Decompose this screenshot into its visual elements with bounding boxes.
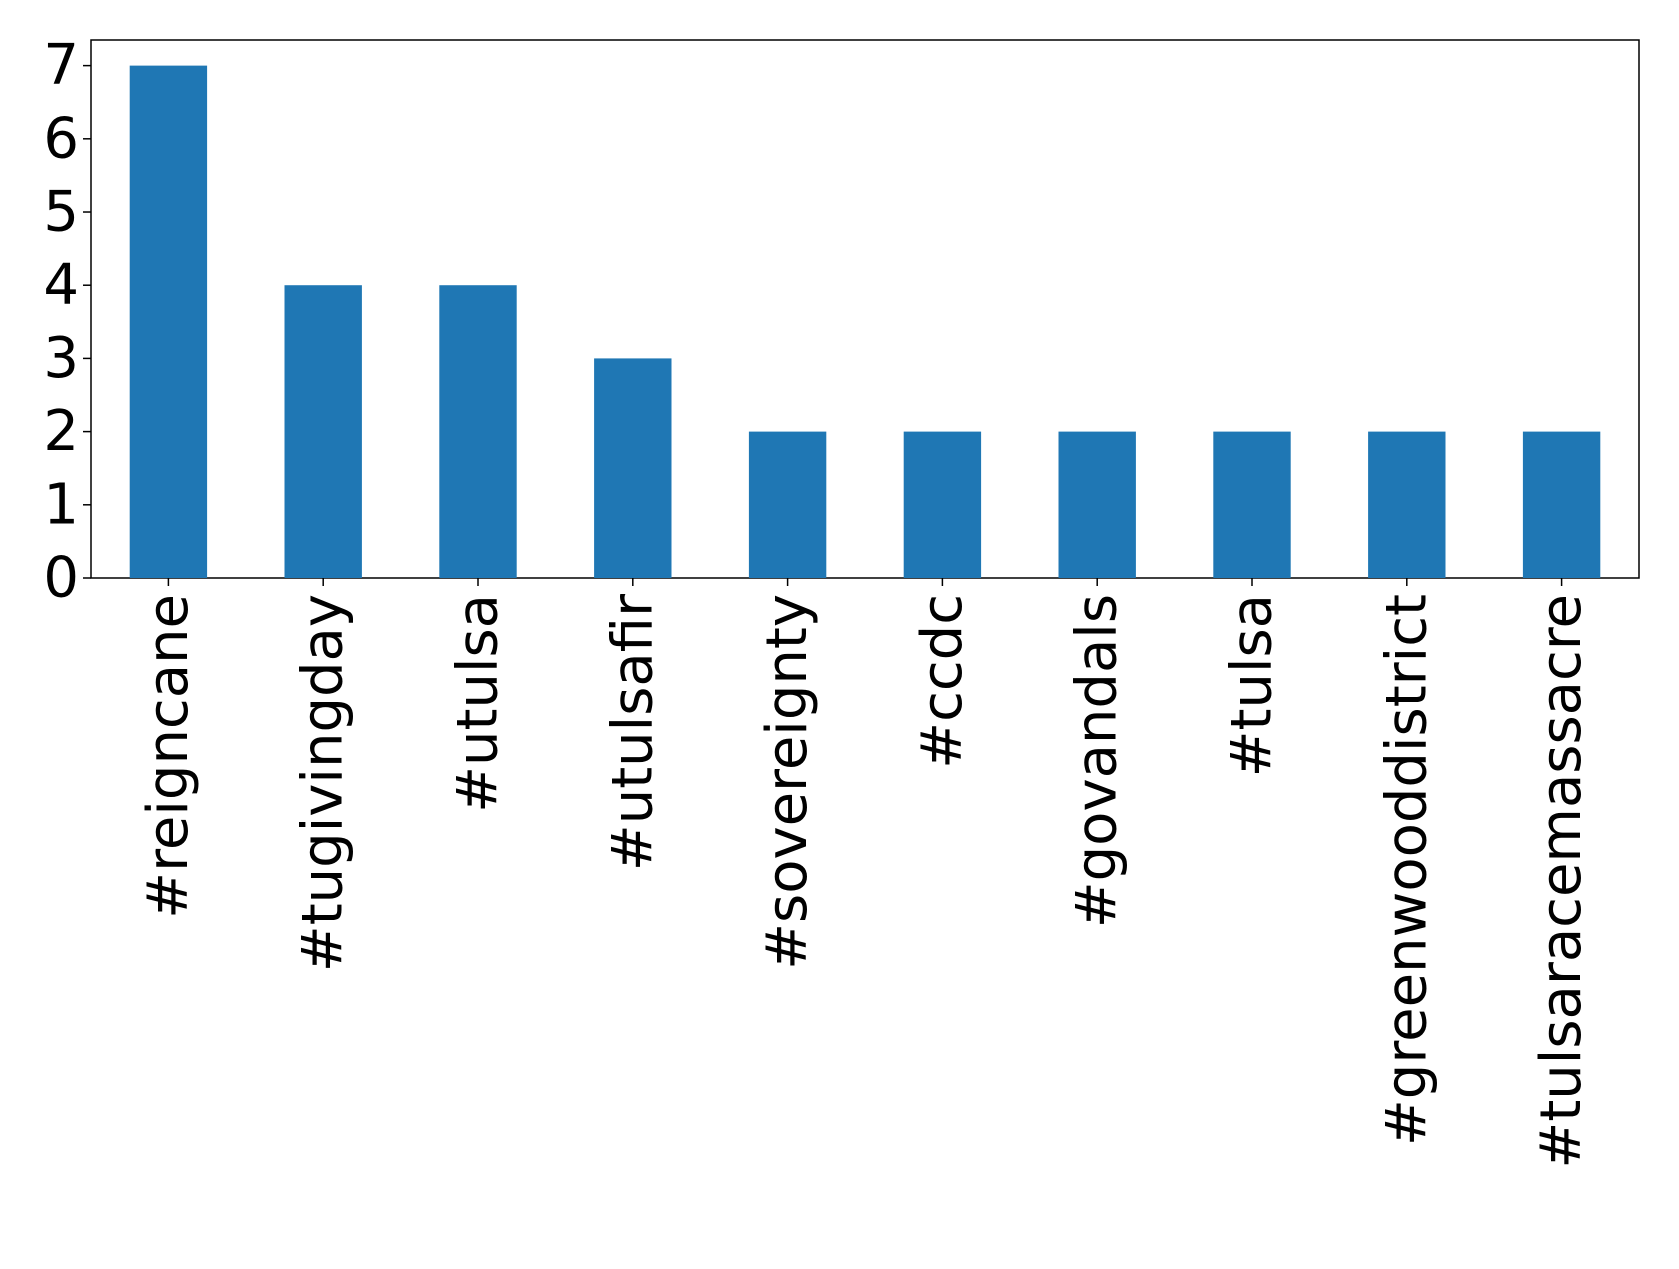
- bar: [129, 65, 208, 579]
- x-tick-label: #govandals: [1065, 594, 1130, 928]
- y-tick-label: 6: [43, 106, 79, 171]
- x-tick-label: #tulsa: [1220, 594, 1285, 777]
- bar: [439, 285, 517, 578]
- x-tick-label: #tugivingday: [291, 594, 356, 972]
- bar: [1058, 431, 1136, 578]
- bar: [1368, 431, 1446, 578]
- bar: [748, 431, 827, 578]
- x-tick-label: #greenwooddistrict: [1374, 594, 1439, 1146]
- x-tick-label: #utulsa: [446, 594, 511, 813]
- y-tick-label: 7: [43, 33, 79, 98]
- x-tick-label: #sovereignty: [755, 594, 820, 970]
- bar: [903, 431, 982, 578]
- y-tick-label: 3: [43, 326, 79, 391]
- x-tick-label: #utulsafir: [600, 593, 665, 871]
- bar: [1522, 431, 1601, 578]
- x-tick-label: #reigncane: [136, 594, 201, 919]
- x-tick-label: #tulsaracemassacre: [1529, 594, 1594, 1169]
- x-tick-label: #ccdc: [910, 594, 975, 769]
- bar: [594, 358, 672, 578]
- plot-frame: [90, 39, 1640, 579]
- y-tick-label: 5: [43, 180, 79, 245]
- y-tick-label: 0: [43, 546, 79, 611]
- bar: [284, 285, 362, 578]
- y-tick-label: 4: [43, 253, 79, 318]
- bar: [1213, 431, 1291, 578]
- y-tick-label: 1: [43, 472, 79, 537]
- y-tick-label: 2: [43, 399, 79, 464]
